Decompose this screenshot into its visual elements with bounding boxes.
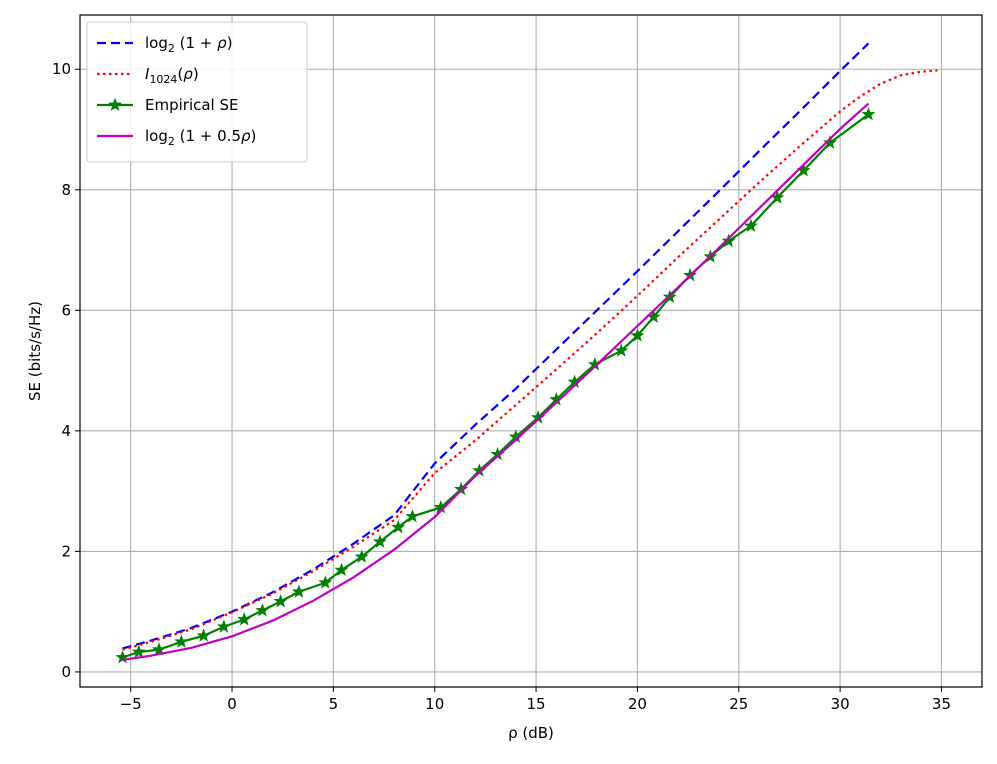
data-point	[237, 612, 252, 626]
data-point	[721, 233, 736, 247]
data-point	[273, 594, 288, 608]
axes-frame	[79, 14, 983, 688]
legend-label: I1024(ρ)	[145, 65, 199, 86]
series-line-i1024	[122, 69, 938, 651]
data-point	[354, 549, 369, 563]
data-point	[334, 562, 349, 577]
series-log2_1_half_rho	[122, 102, 870, 661]
legend: log2 (1 + ρ) I1024(ρ) Empirical SE log2 (1 …	[86, 21, 308, 163]
series-i1024	[122, 69, 938, 651]
plot-series	[115, 42, 938, 664]
y-tick-label: 0	[61, 663, 71, 681]
y-axis-label: SE (bits/s/Hz)	[26, 301, 44, 401]
x-tick-label: −5	[120, 695, 142, 713]
x-tick-label: 15	[527, 695, 546, 713]
series-empirical	[115, 107, 876, 664]
y-tick-label: 2	[61, 542, 71, 560]
legend-label: Empirical SE	[145, 96, 239, 114]
data-point	[152, 642, 167, 656]
x-tick-label: 10	[425, 695, 444, 713]
data-point	[822, 135, 837, 149]
legend-marker	[107, 97, 123, 111]
y-tick-label: 4	[61, 422, 71, 440]
data-point	[216, 619, 231, 633]
series-line-log2_1_rho	[122, 42, 870, 650]
x-tick-label: 35	[932, 695, 951, 713]
data-point	[743, 218, 758, 232]
y-tick-label: 6	[61, 301, 71, 319]
data-point	[861, 107, 876, 121]
grid-lines	[80, 15, 982, 687]
axis-ticks: −5 0 5 10 15 20 25 30 35 0 2 4 6 8 10	[52, 60, 951, 713]
data-point	[630, 328, 645, 342]
x-tick-label: 0	[227, 695, 237, 713]
data-point	[174, 634, 189, 648]
y-tick-label: 8	[61, 181, 71, 199]
legend-label: log2 (1 + ρ)	[145, 34, 233, 55]
data-point	[318, 575, 333, 589]
x-tick-label: 30	[831, 695, 850, 713]
data-point	[614, 343, 629, 357]
legend-item-log2_1_half_rho: log2 (1 + 0.5ρ)	[97, 127, 256, 148]
series-line-empirical	[122, 113, 870, 659]
data-point	[115, 650, 130, 664]
data-point	[196, 628, 211, 642]
data-point	[131, 644, 146, 659]
x-tick-label: 20	[628, 695, 647, 713]
legend-box	[86, 21, 308, 163]
series-log2_1_rho	[122, 42, 870, 650]
legend-item-log2_1_rho: log2 (1 + ρ)	[97, 34, 233, 55]
data-point	[255, 603, 270, 617]
x-axis-label: ρ (dB)	[508, 724, 554, 742]
legend-item-i1024: I1024(ρ)	[97, 65, 199, 86]
data-point	[405, 509, 420, 523]
data-point	[291, 584, 306, 598]
series-line-log2_1_half_rho	[122, 102, 870, 661]
legend-item-empirical: Empirical SE	[97, 96, 239, 114]
x-tick-label: 25	[729, 695, 748, 713]
x-tick-label: 5	[329, 695, 339, 713]
legend-label: log2 (1 + 0.5ρ)	[145, 127, 256, 148]
y-tick-label: 10	[52, 60, 71, 78]
data-point	[391, 519, 406, 534]
data-point	[372, 534, 387, 548]
